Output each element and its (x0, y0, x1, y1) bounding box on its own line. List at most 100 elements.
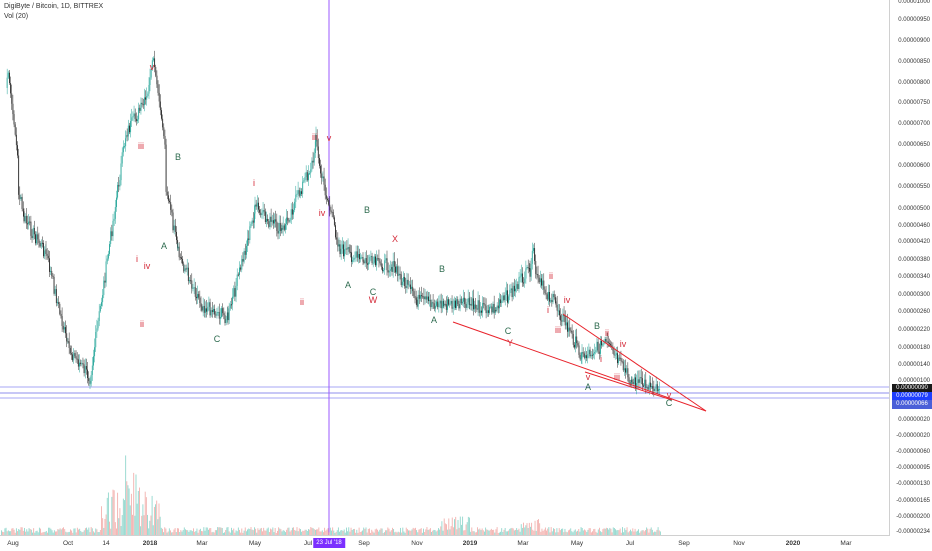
candle-body (327, 198, 328, 201)
candle-body (171, 209, 173, 213)
candle-body (288, 220, 290, 222)
candle-body (511, 288, 513, 298)
candle-body (103, 280, 105, 296)
volume-bar (582, 530, 584, 535)
volume-bar (548, 527, 550, 535)
volume-bar (142, 504, 144, 535)
volume-bar (645, 530, 646, 535)
wave-label: C (214, 334, 221, 344)
chart-title: DigiByte / Bitcoin, 1D, BITTREX (4, 3, 104, 10)
volume-bar (168, 528, 170, 535)
wave-label: C (666, 398, 673, 408)
candle-body (295, 194, 297, 202)
volume-bar (602, 529, 604, 535)
candle-body (316, 135, 318, 147)
candle-body (444, 303, 446, 305)
candle-body (210, 310, 212, 316)
wave-label: C (370, 287, 377, 297)
volume-bar (411, 529, 413, 535)
candle-body (443, 303, 445, 307)
volume-bar (442, 530, 444, 535)
candle-body (321, 173, 323, 179)
volume-bar (500, 531, 501, 535)
volume-bar (43, 531, 45, 535)
candle-body (529, 268, 531, 277)
volume-bar (576, 531, 577, 535)
candle-body (460, 298, 462, 304)
candle-body (546, 294, 548, 300)
candle-body (57, 302, 58, 304)
candle-body (330, 210, 332, 212)
volume-bar (342, 530, 344, 535)
candle-body (260, 212, 262, 216)
candle-body (328, 200, 330, 205)
candle-body (146, 96, 148, 100)
candle-body (542, 280, 544, 286)
candle-body (184, 268, 186, 272)
candle-body (499, 299, 500, 309)
volume-bar (434, 529, 436, 535)
volume-bar (37, 532, 39, 535)
candle-body (362, 257, 364, 262)
candle-body (359, 254, 360, 260)
volume-bar (341, 530, 343, 535)
volume-bar (344, 532, 346, 535)
candle-body (312, 160, 314, 163)
crosshair-date-badge: 23 Jul '18 (313, 538, 345, 548)
candle-body (437, 301, 439, 308)
volume-bar (195, 531, 197, 535)
candle-body (97, 321, 99, 329)
candle-body (601, 340, 602, 346)
candle-body (66, 333, 68, 342)
volume-bar (578, 529, 580, 535)
candle-body (116, 197, 117, 208)
volume-bar (415, 527, 416, 535)
candle-body (586, 355, 588, 359)
volume-bar (175, 532, 177, 535)
candle-body (610, 343, 612, 346)
volume-bar (413, 528, 415, 535)
volume-bar (133, 472, 135, 535)
volume-bar (458, 527, 460, 535)
volume-bar (293, 527, 294, 535)
volume-bar (471, 527, 473, 535)
volume-bar (593, 529, 595, 535)
candle-body (166, 191, 168, 196)
volume-bar (650, 527, 652, 535)
candle-body (572, 334, 574, 345)
wave-label: v (327, 133, 332, 143)
candle-body (177, 240, 179, 249)
candle-body (478, 300, 480, 313)
candle-body (44, 250, 46, 257)
candle-body (252, 220, 254, 223)
volume-bar (630, 529, 631, 535)
candle-body (638, 379, 640, 383)
candle-body (390, 269, 391, 271)
candle-body (459, 298, 461, 309)
volume-bar (497, 532, 499, 535)
volume-bar (516, 528, 518, 535)
volume-bar (356, 529, 358, 535)
candle-body (271, 220, 273, 222)
candle-body (83, 364, 85, 374)
candle-body (500, 299, 502, 304)
volume-bar (53, 530, 55, 535)
volume-bar (144, 491, 146, 535)
volume-bar (436, 530, 438, 535)
volume-bar (318, 527, 320, 535)
volume-bar (517, 530, 519, 535)
candle-body (33, 227, 35, 235)
candle-body (12, 103, 14, 115)
candle-body (368, 262, 370, 265)
candle-body (53, 276, 55, 294)
volume-bar (300, 529, 301, 535)
date-tick-label: Mar (196, 540, 208, 547)
volume-bar (647, 528, 649, 535)
price-axis[interactable]: 0.00001000 0.00000950 0.00000900 0.00000850… (889, 0, 932, 535)
candle-body (651, 386, 652, 388)
candle-body (203, 305, 205, 313)
volume-bar (371, 529, 373, 535)
candle-body (531, 250, 533, 264)
date-axis[interactable]: Aug Oct 14 2018 Mar May Jul Sep Nov 2019 Mar May Jul… (0, 535, 890, 551)
